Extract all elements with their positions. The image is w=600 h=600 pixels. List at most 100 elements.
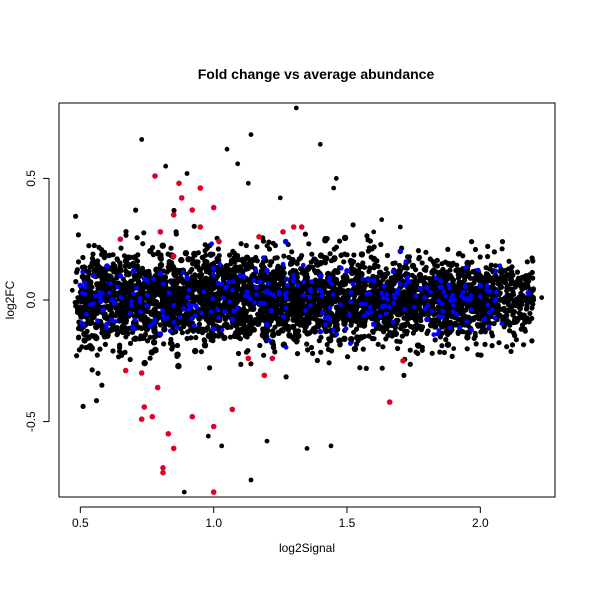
data-point [327,305,333,311]
data-point [95,307,102,315]
data-point [118,245,124,251]
data-point [497,312,503,318]
data-point [280,229,286,235]
data-point [361,318,368,326]
data-point [298,224,305,230]
data-point [82,291,88,297]
data-point [181,324,187,330]
data-point [264,321,270,328]
data-point [349,269,356,277]
data-point [496,340,502,346]
data-point [256,234,262,240]
data-point [278,307,285,314]
data-point [451,302,456,308]
data-point [185,256,192,263]
data-point [236,257,242,263]
data-point [353,326,360,332]
x-axis-label: log2Signal [279,541,335,555]
data-point [257,342,263,349]
x-tick-label: 1.0 [205,516,222,530]
data-point [328,443,334,449]
data-point [122,296,129,304]
data-point [144,292,150,298]
data-point [208,313,215,320]
data-point [491,249,497,255]
data-point [502,277,508,283]
data-point [336,289,343,296]
data-point [492,298,498,304]
data-point [152,317,158,323]
data-point [504,344,510,350]
data-point [308,303,313,309]
data-point [136,268,143,275]
data-point [158,287,166,294]
data-point [165,431,172,437]
data-point [318,349,324,355]
data-point [210,296,215,302]
data-point [110,252,116,258]
data-point [352,309,359,316]
data-point [531,297,537,303]
data-point [357,365,363,371]
data-point [127,310,133,316]
data-point [381,273,388,280]
data-point [106,273,114,280]
data-point [237,336,243,342]
data-point [119,352,125,358]
data-point [75,232,81,238]
data-point [110,268,118,275]
data-point [87,279,94,286]
data-point [110,348,116,354]
data-point [510,301,517,307]
data-point [89,310,96,317]
data-point [253,284,259,290]
data-point [86,296,94,304]
data-point [322,327,330,335]
data-point [367,238,373,244]
data-point [266,337,272,343]
data-point [261,255,266,261]
data-point [346,312,352,317]
data-point [348,290,354,295]
data-point [407,347,413,353]
data-point [509,342,516,348]
data-point [218,268,225,276]
data-point [86,268,92,274]
data-point [204,259,210,265]
data-point [132,273,139,280]
data-point [283,344,289,350]
data-point [131,254,138,261]
data-point [341,259,347,265]
data-point [269,355,276,362]
data-point [516,294,522,300]
data-point [230,266,237,274]
data-point [360,260,366,266]
data-point [289,249,295,255]
data-point [244,289,250,294]
data-point [235,350,242,357]
data-point [411,280,418,288]
data-point [330,327,336,333]
data-point [480,317,486,323]
data-point [238,241,244,247]
data-point [243,254,251,261]
data-point [432,323,439,330]
data-point [397,224,403,230]
data-point [526,319,532,325]
data-point [202,248,208,254]
data-point [157,229,164,235]
data-point [456,250,462,256]
data-point [392,260,398,266]
data-point [248,477,254,483]
data-point [369,335,375,342]
data-point [343,326,349,332]
data-point [383,311,389,317]
data-point [466,298,471,303]
data-point [247,301,254,309]
data-point [398,325,404,331]
data-point [425,303,431,308]
data-point [273,301,281,308]
data-point [182,250,190,257]
data-point [175,362,182,370]
data-point [73,213,79,219]
